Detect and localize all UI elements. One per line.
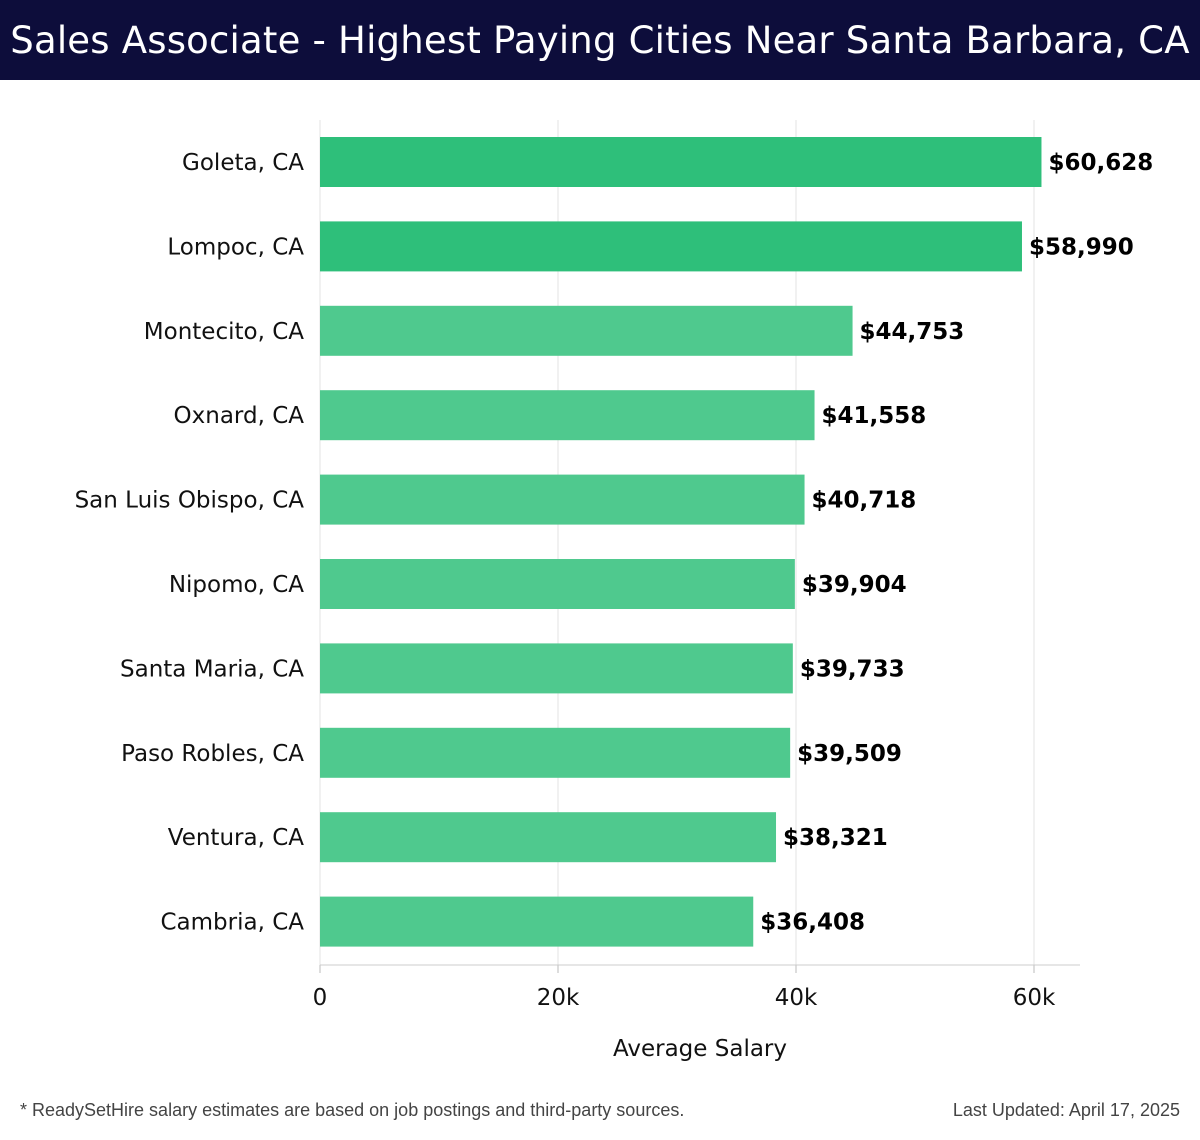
bar <box>320 812 777 863</box>
value-label: $60,628 <box>1048 150 1153 176</box>
category-label: Lompoc, CA <box>167 234 304 260</box>
category-label: Paso Robles, CA <box>121 741 304 767</box>
category-label: Santa Maria, CA <box>120 656 304 682</box>
bar <box>320 305 853 356</box>
bar <box>320 390 815 441</box>
bar <box>320 559 795 609</box>
last-updated: Last Updated: April 17, 2025 <box>952 1100 1180 1120</box>
title-bar: Sales Associate - Highest Paying Cities … <box>0 0 1200 80</box>
x-tick-label: 20k <box>537 985 580 1011</box>
value-label: $39,733 <box>800 656 905 682</box>
x-tick-label: 40k <box>775 985 818 1011</box>
x-tick-label: 0 <box>313 985 328 1011</box>
value-label: $36,408 <box>760 910 865 936</box>
category-label: Goleta, CA <box>182 150 304 176</box>
value-label: $44,753 <box>860 319 965 345</box>
category-label: Nipomo, CA <box>169 572 304 598</box>
value-label: $40,718 <box>812 488 917 514</box>
value-label: $41,558 <box>822 403 927 429</box>
value-label: $58,990 <box>1029 234 1134 260</box>
bar <box>320 896 754 947</box>
category-label: San Luis Obispo, CA <box>75 488 305 514</box>
bar <box>320 137 1042 187</box>
bar <box>320 221 1022 272</box>
value-label: $38,321 <box>783 825 888 851</box>
bar <box>320 474 805 525</box>
bars: Goleta, CA $60,628 Lompoc, CA $58,990 Montec… <box>75 137 1153 947</box>
category-label: Ventura, CA <box>168 825 305 851</box>
value-label: $39,904 <box>802 572 907 598</box>
category-label: Cambria, CA <box>160 910 304 936</box>
x-axis: 0 20k 40k 60k <box>313 964 1080 1011</box>
x-axis-label: Average Salary <box>613 1036 787 1062</box>
footnote: * ReadySetHire salary estimates are base… <box>20 1100 685 1120</box>
chart-title: Sales Associate - Highest Paying Cities … <box>10 18 1190 62</box>
bar-chart: Goleta, CA $60,628 Lompoc, CA $58,990 Montec… <box>75 120 1153 1062</box>
category-label: Montecito, CA <box>144 319 304 345</box>
category-label: Oxnard, CA <box>174 403 305 429</box>
bar <box>320 643 793 694</box>
x-tick-label: 60k <box>1013 985 1056 1011</box>
value-label: $39,509 <box>797 741 902 767</box>
bar <box>320 727 791 778</box>
